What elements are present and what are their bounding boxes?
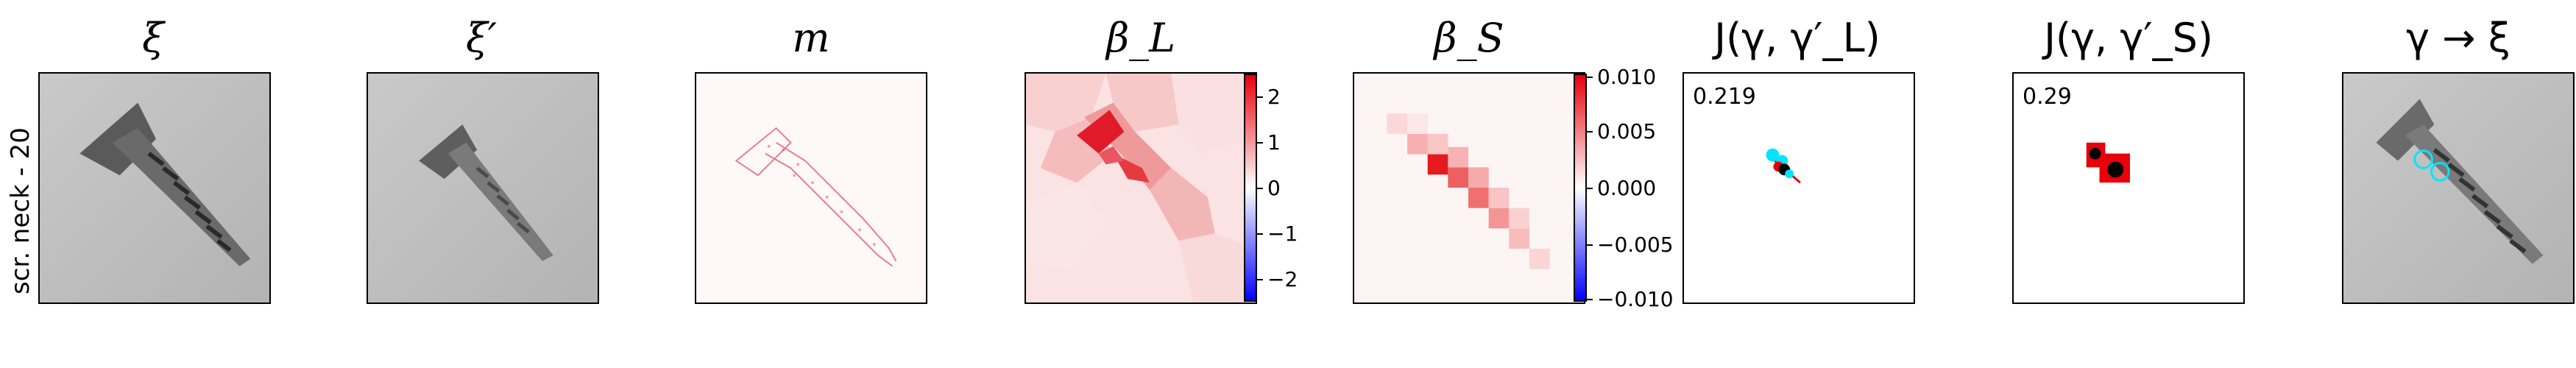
- keypoint-overlay-icon: [2413, 149, 2450, 182]
- panel-j-l: 0.219: [1682, 72, 1915, 304]
- title-gamma-xi: γ → ξ: [2406, 15, 2510, 61]
- panel-xi-image: [38, 72, 271, 304]
- cbar-l-tick: 0: [1267, 176, 1281, 200]
- cbar-l-tick: 2: [1267, 85, 1281, 109]
- cbar-l-tick: −1: [1267, 222, 1298, 246]
- title-m: m: [792, 15, 830, 61]
- keypoint-patches-icon: [2086, 142, 2130, 183]
- colorbar-beta-l: [1244, 74, 1257, 302]
- title-beta-s: β_S: [1434, 15, 1504, 61]
- jaccard-score: 0.219: [1693, 84, 1756, 110]
- cbar-s-tick: −0.010: [1597, 287, 1674, 311]
- cbar-s-tick: 0.000: [1597, 176, 1657, 200]
- cbar-s-tick: −0.005: [1597, 233, 1674, 257]
- panel-j-s: 0.29: [2012, 72, 2245, 304]
- colorbar-beta-s: [1574, 74, 1587, 302]
- screw-icon: [419, 124, 553, 261]
- title-xi-prime: ξ′: [465, 15, 498, 61]
- panel-xi-prime-image: [367, 72, 599, 304]
- title-j-l: J(γ, γ′_L): [1714, 15, 1880, 61]
- title-beta-l: β_L: [1105, 15, 1176, 61]
- cbar-s-tick: 0.005: [1597, 119, 1657, 144]
- screw-icon: [2376, 99, 2544, 264]
- cbar-l-tick: −2: [1267, 267, 1298, 291]
- screw-icon: [79, 102, 251, 266]
- panel-beta-s: [1353, 72, 1585, 304]
- keypoint-cluster-icon: [1766, 148, 1801, 184]
- title-xi: ξ: [142, 15, 164, 61]
- cbar-l-tick: 1: [1267, 130, 1281, 155]
- title-j-s: J(γ, γ′_S): [2044, 15, 2213, 61]
- mask-outline-icon: [735, 127, 897, 267]
- screw-head-highlight-icon: [1077, 110, 1150, 183]
- panel-gamma-xi: [2342, 72, 2575, 304]
- panel-beta-l: [1025, 72, 1257, 304]
- patch-grid-icon: [1387, 113, 1550, 269]
- mask-speckle-icon: [767, 144, 876, 246]
- cbar-s-tick: 0.010: [1597, 65, 1657, 89]
- jaccard-score: 0.29: [2023, 84, 2072, 110]
- row-label: scr. neck - 20: [6, 127, 35, 294]
- panel-mask: [695, 72, 927, 304]
